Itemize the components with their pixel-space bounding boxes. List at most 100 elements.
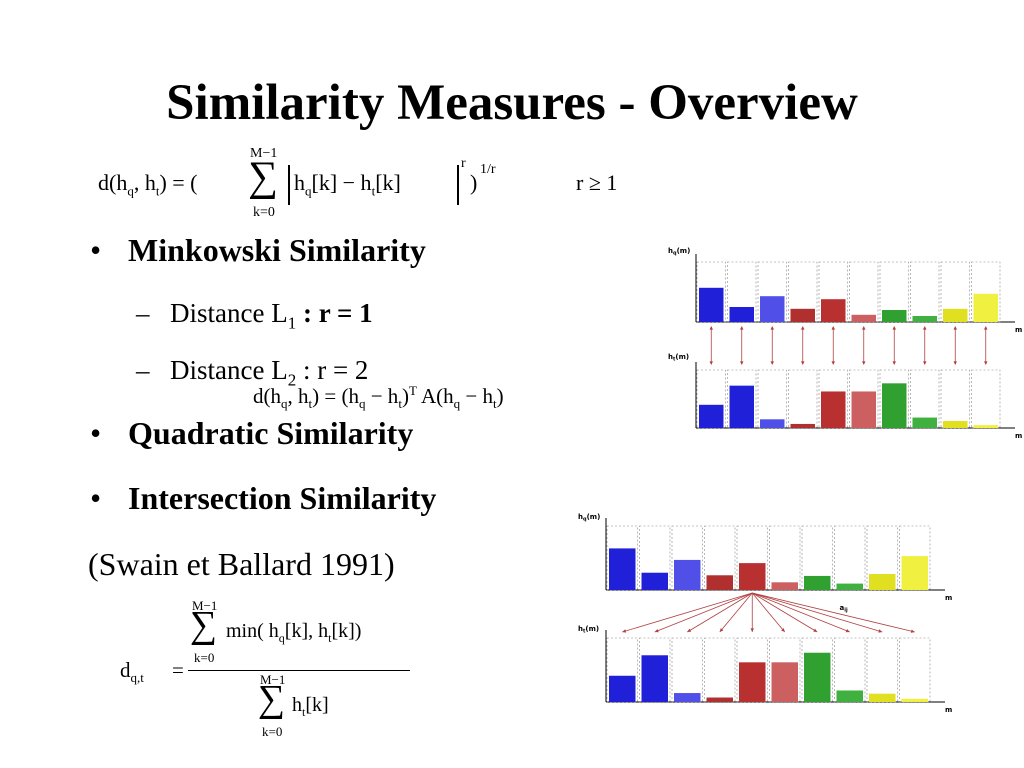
arrow-head xyxy=(687,628,692,632)
qf-p1: d(h xyxy=(253,384,281,408)
hq-bar xyxy=(901,556,928,590)
qf-q: q xyxy=(281,396,288,412)
mf-eq: ) = ( xyxy=(159,170,198,195)
arrow-head xyxy=(862,361,866,365)
ht-bar xyxy=(836,690,863,702)
ht-axis-label: ht(m) xyxy=(578,625,599,635)
hq-x-label: m xyxy=(945,594,952,602)
hq-bar xyxy=(760,296,785,322)
mf-q: q xyxy=(127,183,134,199)
ht-cell xyxy=(940,369,970,429)
connector-arrow xyxy=(622,592,753,633)
abs-bar-right xyxy=(457,165,459,205)
connector-arrow xyxy=(752,592,915,633)
if-den-top: M−1 xyxy=(260,672,286,687)
connector-arrow xyxy=(752,592,850,633)
mf-sum-bottom: k=0 xyxy=(253,205,275,220)
arrow-head xyxy=(862,326,866,330)
sigma-icon: ∑ xyxy=(190,604,218,646)
if-num-t: t xyxy=(328,631,332,645)
qf-p5: ) xyxy=(401,384,409,408)
sub-rest: : r = 1 xyxy=(296,298,373,328)
ht-bar xyxy=(609,675,636,702)
arrow-head xyxy=(770,361,774,365)
hq-bar xyxy=(836,583,863,590)
arrow-head xyxy=(781,628,785,632)
hq-bar xyxy=(804,575,831,590)
ht-bar xyxy=(973,425,998,428)
intersection-histogram-figure: hq(m) ht(m) m m aij xyxy=(578,513,952,714)
bullet-intersection: • Intersection Similarity xyxy=(90,480,436,517)
ht-cell xyxy=(788,369,818,429)
mf-exp-1r: 1/r xyxy=(480,162,496,177)
arrow-head xyxy=(740,326,744,330)
arrow-head xyxy=(892,361,896,365)
hq-bar xyxy=(699,287,724,322)
bullet-label: Quadratic Similarity xyxy=(128,415,414,451)
arrow-head xyxy=(953,326,957,330)
ht-bar xyxy=(943,421,968,428)
if-den-bottom: k=0 xyxy=(262,724,283,739)
if-sub: q,t xyxy=(130,670,144,686)
mf-body1: h xyxy=(294,170,305,195)
sub-subscript: 1 xyxy=(287,313,297,333)
hq-axis-label: hq(m) xyxy=(578,513,600,523)
hq-cell xyxy=(910,261,940,323)
hq-bar xyxy=(821,299,846,322)
hq-bar xyxy=(851,314,876,322)
ht-bar xyxy=(771,662,798,702)
if-num-top: M−1 xyxy=(192,598,218,613)
mf-t: t xyxy=(155,183,160,199)
abs-bar-left xyxy=(288,165,290,205)
hq-bar xyxy=(674,559,701,590)
ht-bar xyxy=(912,417,937,428)
mf-d: d(h xyxy=(98,170,128,195)
sub-text: Distance L xyxy=(170,298,288,328)
qf-t3: t xyxy=(492,396,497,412)
arrow-head xyxy=(709,326,713,330)
if-num-mid: [k], h xyxy=(284,620,329,642)
hq-bar xyxy=(609,548,636,590)
if-den-end: [k] xyxy=(305,694,329,716)
citation: (Swain et Ballard 1991) xyxy=(88,546,395,582)
ht-bar xyxy=(729,385,754,428)
qf-p7: − h xyxy=(460,384,493,408)
sub-text: Distance L xyxy=(170,355,288,385)
ht-bar xyxy=(790,423,815,428)
ht-bar xyxy=(901,698,928,702)
qf-p8: ) xyxy=(496,384,504,408)
qf-p6: A(h xyxy=(416,384,454,408)
connector-arrow xyxy=(719,592,753,633)
mf-exp-r: r xyxy=(461,156,466,171)
arrow-head xyxy=(845,629,850,633)
bullet-quadratic: • Quadratic Similarity xyxy=(90,415,413,452)
bullet-minkowski: • Minkowski Similarity xyxy=(90,232,426,269)
hq-bar xyxy=(729,307,754,322)
arrow-head xyxy=(984,326,988,330)
arrow-head xyxy=(654,629,659,633)
ht-cell xyxy=(866,637,898,703)
ht-bar xyxy=(821,391,846,428)
ht-cell xyxy=(704,637,736,703)
hq-cell xyxy=(849,261,879,323)
mf-body3: [k] xyxy=(375,170,401,195)
quadratic-histogram-figure: hq(m) ht(m) m m xyxy=(668,247,1022,440)
ht-bar xyxy=(674,693,701,702)
if-num-end: [k]) xyxy=(331,620,362,642)
sub-bullet-l1: – Distance L1 : r = 1 xyxy=(136,298,373,333)
sub-rest: : r = 2 xyxy=(296,355,369,385)
qf-q2: q xyxy=(358,396,366,412)
mf-cond: r ≥ 1 xyxy=(576,170,618,195)
ht-cell xyxy=(971,369,1001,429)
hq-bar xyxy=(869,574,896,590)
hq-x-label: m xyxy=(1015,326,1022,334)
qf-q3: q xyxy=(453,396,461,412)
ht-bar xyxy=(882,383,907,428)
ht-cell xyxy=(899,637,931,703)
sigma-icon: ∑ xyxy=(258,678,286,720)
connector-arrow xyxy=(654,592,753,633)
if-num-q: q xyxy=(278,631,285,645)
intersection-formula: dq,t = M−1 ∑ k=0 min( hq[k], ht[k]) M−1 … xyxy=(120,598,430,750)
qf-p4: − h xyxy=(365,384,399,408)
ht-cell xyxy=(757,369,787,429)
